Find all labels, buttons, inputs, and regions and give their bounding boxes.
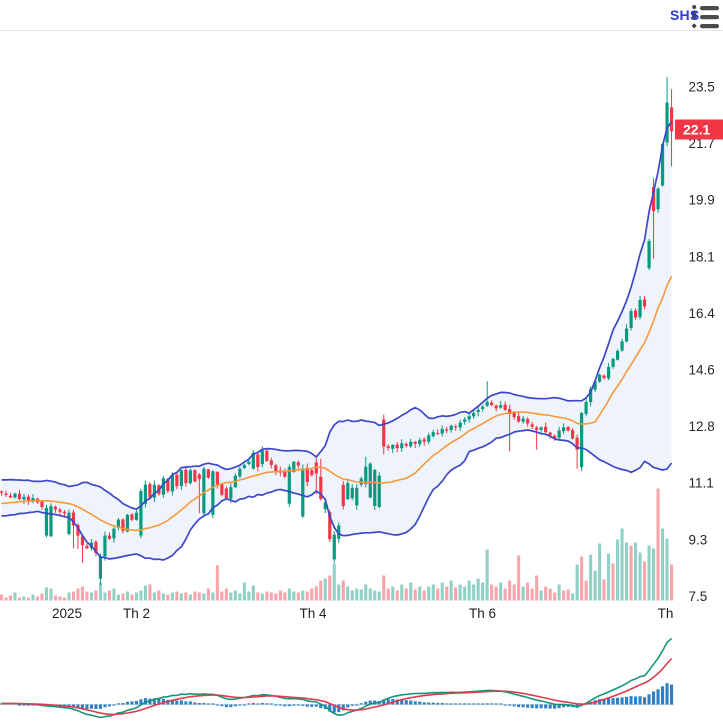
svg-text:12.8: 12.8	[689, 419, 715, 434]
svg-text:2025: 2025	[52, 606, 82, 621]
svg-text:19.9: 19.9	[689, 193, 715, 208]
svg-text:22.1: 22.1	[683, 122, 710, 138]
svg-text:Th: Th	[658, 606, 674, 621]
svg-text:18.1: 18.1	[689, 249, 715, 264]
svg-text:7.5: 7.5	[689, 589, 708, 604]
svg-text:21.7: 21.7	[689, 136, 715, 151]
svg-text:16.4: 16.4	[689, 306, 716, 321]
svg-text:9.3: 9.3	[689, 532, 708, 547]
svg-text:11.1: 11.1	[689, 476, 714, 491]
svg-text:Th 4: Th 4	[299, 606, 327, 621]
svg-text:Th 2: Th 2	[123, 606, 150, 621]
svg-text:Th 6: Th 6	[469, 606, 496, 621]
svg-text:14.6: 14.6	[689, 363, 715, 378]
svg-text:23.5: 23.5	[689, 80, 715, 95]
